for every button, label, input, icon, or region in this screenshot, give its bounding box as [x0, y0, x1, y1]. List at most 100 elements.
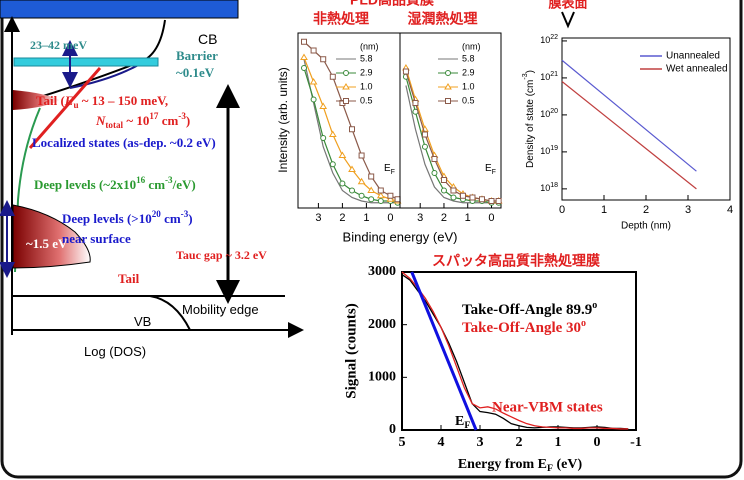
diagram-label: Log (DOS): [84, 344, 146, 359]
legend-marker: [446, 99, 451, 104]
marker: [350, 188, 355, 193]
diagram-label-part: Mobility edge: [182, 302, 259, 317]
marker: [302, 39, 307, 44]
diagram-label-part: Tail: [118, 271, 140, 286]
diagram-label-part: near surface: [62, 231, 131, 246]
marker: [470, 195, 475, 200]
y-tick-base: 10: [540, 109, 550, 119]
diagram-label-part: ~ 10: [123, 113, 149, 128]
diagram-label: near surface: [62, 231, 131, 246]
y-tick-label: 1000: [368, 370, 396, 385]
diagram-label: ~0.1eV: [176, 65, 215, 80]
diagram-label-part: cm: [145, 177, 165, 192]
marker: [378, 188, 383, 193]
diagram-label-part: Log (DOS): [84, 344, 146, 359]
x-tick-label: 0: [488, 212, 494, 224]
diagram-label-part: ~1.5 eV: [26, 236, 68, 251]
annotation: Near-VBM states: [492, 399, 603, 415]
legend-name: Take-Off-Angle 30: [462, 320, 581, 336]
y-tick-exp: 22: [550, 34, 558, 41]
diagram-label-part: Tauc gap ~ 3.2 eV: [176, 248, 267, 262]
x-tick-label: 2: [339, 212, 345, 224]
marker: [311, 97, 316, 102]
x-tick-label: 3: [477, 435, 484, 450]
y-axis-label-part: ): [525, 70, 536, 73]
legend-label: 1.0: [462, 81, 475, 91]
y-axis-label: Signal (counts): [343, 303, 359, 398]
legend-marker: [446, 71, 451, 76]
marker: [451, 188, 456, 193]
marker: [321, 57, 326, 62]
diagram-label-part: Deep levels (~2x10: [34, 177, 136, 192]
legend-title: (nm): [360, 41, 379, 51]
marker: [479, 197, 484, 202]
x-tick-label: 0: [594, 435, 601, 450]
legend-label: 2.9: [360, 67, 373, 77]
chart-title: 膜表面: [548, 0, 587, 10]
ef-label-part: F: [492, 169, 496, 176]
legend-label: 0.5: [360, 95, 373, 105]
y-axis-label: Density of state (cm-3): [522, 70, 536, 168]
x-tick-label: 5: [399, 435, 406, 450]
x-tick-label: 2: [516, 435, 523, 450]
marker: [388, 193, 393, 198]
x-tick-label: 1: [601, 204, 607, 216]
diagram-label-part: E: [64, 93, 74, 108]
marker: [403, 69, 408, 74]
marker: [432, 171, 437, 176]
x-axis-label: Energy from EF (eV): [458, 457, 583, 474]
marker: [359, 193, 364, 198]
marker: [413, 101, 418, 106]
marker: [451, 195, 456, 200]
marker: [359, 153, 364, 158]
legend-sup: o: [581, 318, 586, 329]
legend-label: Take-Off-Angle 89.9o: [462, 300, 597, 318]
x-axis-label-part: Energy from E: [458, 457, 547, 472]
y-tick-base: 10: [540, 35, 550, 45]
x-tick-label: 2: [643, 204, 649, 216]
chart-suptitle: PLD高品質膜: [350, 0, 434, 8]
x-axis-label: Depth (nm): [621, 221, 671, 232]
diagram-label-part: CB: [198, 31, 217, 47]
diagram-label-part: N: [95, 113, 106, 128]
x-tick-label: 1: [555, 435, 562, 450]
diagram-label: 23–42 meV: [30, 38, 87, 52]
x-tick-label: 3: [685, 204, 691, 216]
x-tick-label: 1: [465, 212, 471, 224]
x-tick-label: 2: [441, 212, 447, 224]
diagram-label-part: VB: [134, 314, 151, 329]
page: { "diagram": { "labels": [ {"parts": [["…: [0, 0, 744, 480]
diagram-label-part: Deep levels (>10: [62, 211, 152, 226]
diagram-label: ~1.5 eV: [26, 236, 68, 251]
x-tick-label: 3: [315, 212, 321, 224]
marker: [422, 144, 427, 149]
diagram-label-part: ): [188, 211, 192, 226]
x-tick-label: 1: [363, 212, 369, 224]
y-tick-exp: 18: [550, 182, 558, 189]
ef-label-part: F: [391, 169, 395, 176]
ef-label-part: F: [464, 420, 470, 431]
marker: [489, 199, 494, 204]
y-tick-exp: 19: [550, 145, 558, 152]
diagram-label-part: /eV): [172, 177, 196, 192]
legend-label: 5.8: [462, 53, 475, 63]
x-tick-label: 0: [559, 204, 565, 216]
marker: [311, 48, 316, 53]
marker: [395, 197, 400, 202]
marker: [340, 181, 345, 186]
diagram-label-part: total: [105, 120, 123, 130]
diagram-label-part: Localized states (as-dep. ~0.2 eV): [32, 135, 216, 150]
x-tick-label: 0: [387, 212, 393, 224]
x-axis-label-part: (eV): [553, 457, 582, 472]
y-tick-label: 0: [389, 422, 396, 437]
legend-label: 5.8: [360, 53, 373, 63]
legend-label: Unannealed: [666, 51, 720, 62]
x-axis-label: Binding energy (eV): [343, 229, 458, 244]
diagram-label-part: cm: [161, 211, 181, 226]
marker: [330, 162, 335, 167]
y-tick-base: 10: [540, 146, 550, 156]
legend-marker: [344, 99, 349, 104]
diagram-label-part: 23–42 meV: [30, 38, 87, 52]
diagram-label-part: Barrier: [176, 48, 218, 63]
x-tick-label: 4: [727, 204, 733, 216]
